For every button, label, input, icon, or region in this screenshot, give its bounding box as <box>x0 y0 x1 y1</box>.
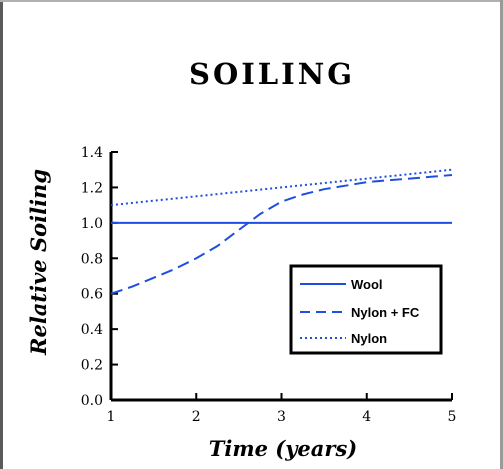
y-tick-label: 1.4 <box>81 145 103 161</box>
x-tick-label: 1 <box>107 409 116 425</box>
y-tick-label: 1.0 <box>81 216 103 232</box>
y-axis-label: Relative Soiling <box>26 169 51 356</box>
legend: Wool Nylon + FC Nylon <box>289 264 443 355</box>
series-line-nylon-fc <box>110 174 453 295</box>
frame-border-left <box>0 0 3 469</box>
x-tick-label: 2 <box>192 409 201 425</box>
frame-border-right <box>500 0 503 469</box>
x-tick-label: 4 <box>362 409 371 425</box>
y-tick-label: 0.8 <box>81 251 103 267</box>
y-tick-label: 0.0 <box>81 393 103 409</box>
axes: 0.0 0.2 0.4 0.6 0.8 1.0 1.2 1.4 1 2 3 4 5 <box>81 145 457 425</box>
y-tick-label: 0.4 <box>81 322 103 338</box>
x-tick-label: 3 <box>277 409 286 425</box>
chart-title: SOILING <box>189 57 355 91</box>
legend-box <box>289 264 443 355</box>
x-axis-label: Time (years) <box>209 436 357 461</box>
frame-border-top <box>0 0 503 2</box>
legend-label-nylon: Nylon <box>351 331 387 346</box>
y-tick-label: 0.6 <box>81 287 103 303</box>
x-tick-label: 5 <box>448 409 457 425</box>
series-layer <box>110 168 453 295</box>
y-tick-label: 1.2 <box>81 180 103 196</box>
legend-label-wool: Wool <box>351 277 383 292</box>
series-line-nylon <box>110 168 453 207</box>
y-tick-label: 0.2 <box>81 358 103 374</box>
legend-label-nylon-fc: Nylon + FC <box>351 305 420 320</box>
